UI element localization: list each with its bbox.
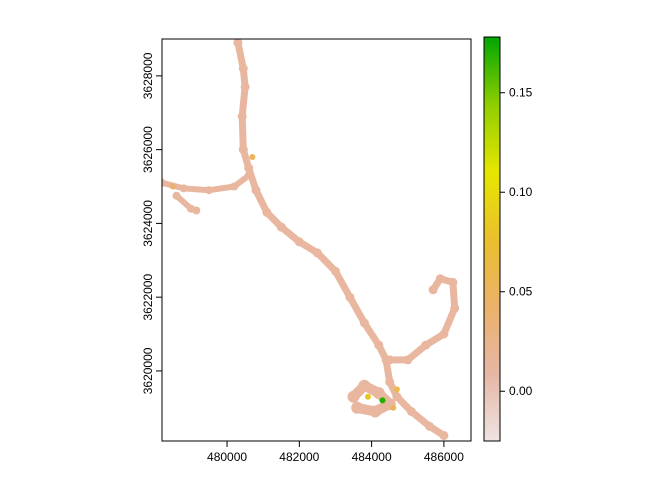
- main-track-cell: [331, 266, 340, 276]
- main-track-cell: [251, 185, 261, 195]
- hotspot-cell: [390, 404, 397, 411]
- main-track-cell: [244, 163, 254, 173]
- legend-tick-label: 0.00: [509, 384, 533, 398]
- plot-frame: [161, 38, 472, 442]
- south-cluster-track-cell: [358, 379, 371, 392]
- west-branch-track-cell: [205, 186, 213, 195]
- hotspot-cell: [393, 386, 400, 393]
- x-tick-label: 486000: [424, 450, 464, 464]
- x-tick-label: 484000: [352, 450, 392, 464]
- east-loop-track-cell: [421, 340, 431, 350]
- east-loop-track-cell: [428, 285, 438, 295]
- y-tick-label: 3622000: [141, 274, 155, 321]
- east-loop-track-cell: [439, 329, 449, 339]
- east-loop-track-cell: [403, 355, 413, 365]
- color-legend: 0.00 0.05 0.10 0.15: [483, 36, 533, 442]
- legend-color-bar: [483, 36, 501, 442]
- legend-tick-label: 0.10: [509, 185, 533, 199]
- main-track-cell: [237, 111, 247, 121]
- y-tick-label: 3628000: [141, 52, 155, 99]
- main-track-cell: [294, 237, 304, 247]
- hotspot-cell: [249, 154, 256, 160]
- main-track-cell: [233, 39, 243, 48]
- hotspot-cell: [365, 393, 371, 400]
- west-branch-track-cell: [230, 182, 239, 191]
- south-cluster-track-cell: [351, 401, 364, 414]
- main-track-cell: [424, 421, 434, 431]
- main-track-cell: [238, 145, 248, 155]
- main-track: [234, 39, 448, 439]
- main-track-cell: [262, 207, 272, 217]
- x-tick-label: 482000: [279, 450, 319, 464]
- west-loop-track-cell: [172, 191, 181, 200]
- main-track-cell: [240, 82, 250, 92]
- east-loop-track-cell: [385, 355, 395, 365]
- west-branch-track-cell: [244, 171, 253, 180]
- x-tick-label: 480000: [207, 450, 247, 464]
- west-branch-track-cell: [162, 178, 166, 187]
- main-track-cell: [345, 292, 355, 302]
- main-track-cell: [238, 64, 248, 73]
- east-loop-track-cell: [450, 303, 460, 313]
- main-track-cell: [312, 248, 322, 258]
- west-branch-track-cell: [179, 184, 188, 193]
- main-track-cell: [374, 340, 384, 350]
- y-tick-label: 3620000: [141, 347, 155, 394]
- y-tick-label: 3626000: [141, 126, 155, 173]
- hotspot-cell: [169, 183, 176, 190]
- x-axis: 480000 482000 484000 486000: [207, 441, 464, 464]
- south-cluster-track-cell: [372, 387, 385, 400]
- main-track-cell: [406, 407, 416, 416]
- main-track-cell: [359, 318, 369, 328]
- east-loop-track-cell: [435, 274, 445, 284]
- main-track-cell: [439, 431, 449, 440]
- y-axis: 3620000 3622000 3624000 3626000 3628000: [141, 52, 162, 394]
- legend-tick-label: 0.05: [509, 285, 533, 299]
- south-cluster-track-cell: [347, 390, 360, 403]
- main-track-cell: [392, 392, 402, 402]
- hotspot-cell: [379, 397, 386, 404]
- y-tick-label: 3624000: [141, 200, 155, 247]
- east-loop-track-cell: [448, 277, 458, 287]
- west-loop-track-cell: [192, 206, 201, 215]
- south-cluster-track-cell: [369, 405, 382, 418]
- legend-tick-label: 0.15: [509, 86, 533, 100]
- raster-layer: [162, 39, 460, 440]
- main-track-cell: [276, 222, 286, 232]
- main-track-cell: [385, 377, 395, 387]
